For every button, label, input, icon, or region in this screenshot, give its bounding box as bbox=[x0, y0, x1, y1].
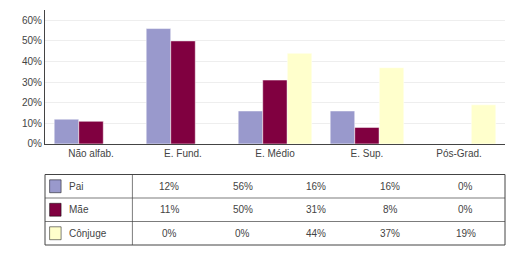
svg-text:Mãe: Mãe bbox=[69, 204, 89, 215]
svg-text:50%: 50% bbox=[233, 204, 253, 215]
svg-text:Não alfab.: Não alfab. bbox=[68, 148, 114, 159]
svg-text:60%: 60% bbox=[22, 15, 42, 26]
svg-text:0%: 0% bbox=[28, 138, 43, 149]
svg-text:37%: 37% bbox=[380, 228, 400, 239]
svg-text:20%: 20% bbox=[22, 97, 42, 108]
svg-text:0%: 0% bbox=[458, 181, 473, 192]
svg-text:44%: 44% bbox=[306, 228, 326, 239]
svg-text:40%: 40% bbox=[22, 56, 42, 67]
svg-text:10%: 10% bbox=[22, 118, 42, 129]
svg-text:Pai: Pai bbox=[69, 181, 83, 192]
svg-text:16%: 16% bbox=[306, 181, 326, 192]
svg-text:E. Sup.: E. Sup. bbox=[351, 148, 384, 159]
svg-text:31%: 31% bbox=[306, 204, 326, 215]
svg-text:11%: 11% bbox=[160, 204, 179, 215]
svg-text:56%: 56% bbox=[233, 181, 253, 192]
svg-text:19%: 19% bbox=[456, 228, 476, 239]
svg-text:0%: 0% bbox=[458, 204, 473, 215]
svg-text:E. Médio: E. Médio bbox=[255, 148, 295, 159]
svg-text:E. Fund.: E. Fund. bbox=[164, 148, 202, 159]
svg-text:50%: 50% bbox=[22, 35, 42, 46]
svg-text:8%: 8% bbox=[383, 204, 398, 215]
svg-text:Cônjuge: Cônjuge bbox=[69, 228, 107, 239]
svg-text:0%: 0% bbox=[162, 228, 177, 239]
svg-text:12%: 12% bbox=[159, 181, 179, 192]
svg-text:16%: 16% bbox=[380, 181, 400, 192]
svg-text:Pós-Grad.: Pós-Grad. bbox=[436, 148, 482, 159]
svg-text:0%: 0% bbox=[235, 228, 250, 239]
svg-text:30%: 30% bbox=[22, 77, 42, 88]
